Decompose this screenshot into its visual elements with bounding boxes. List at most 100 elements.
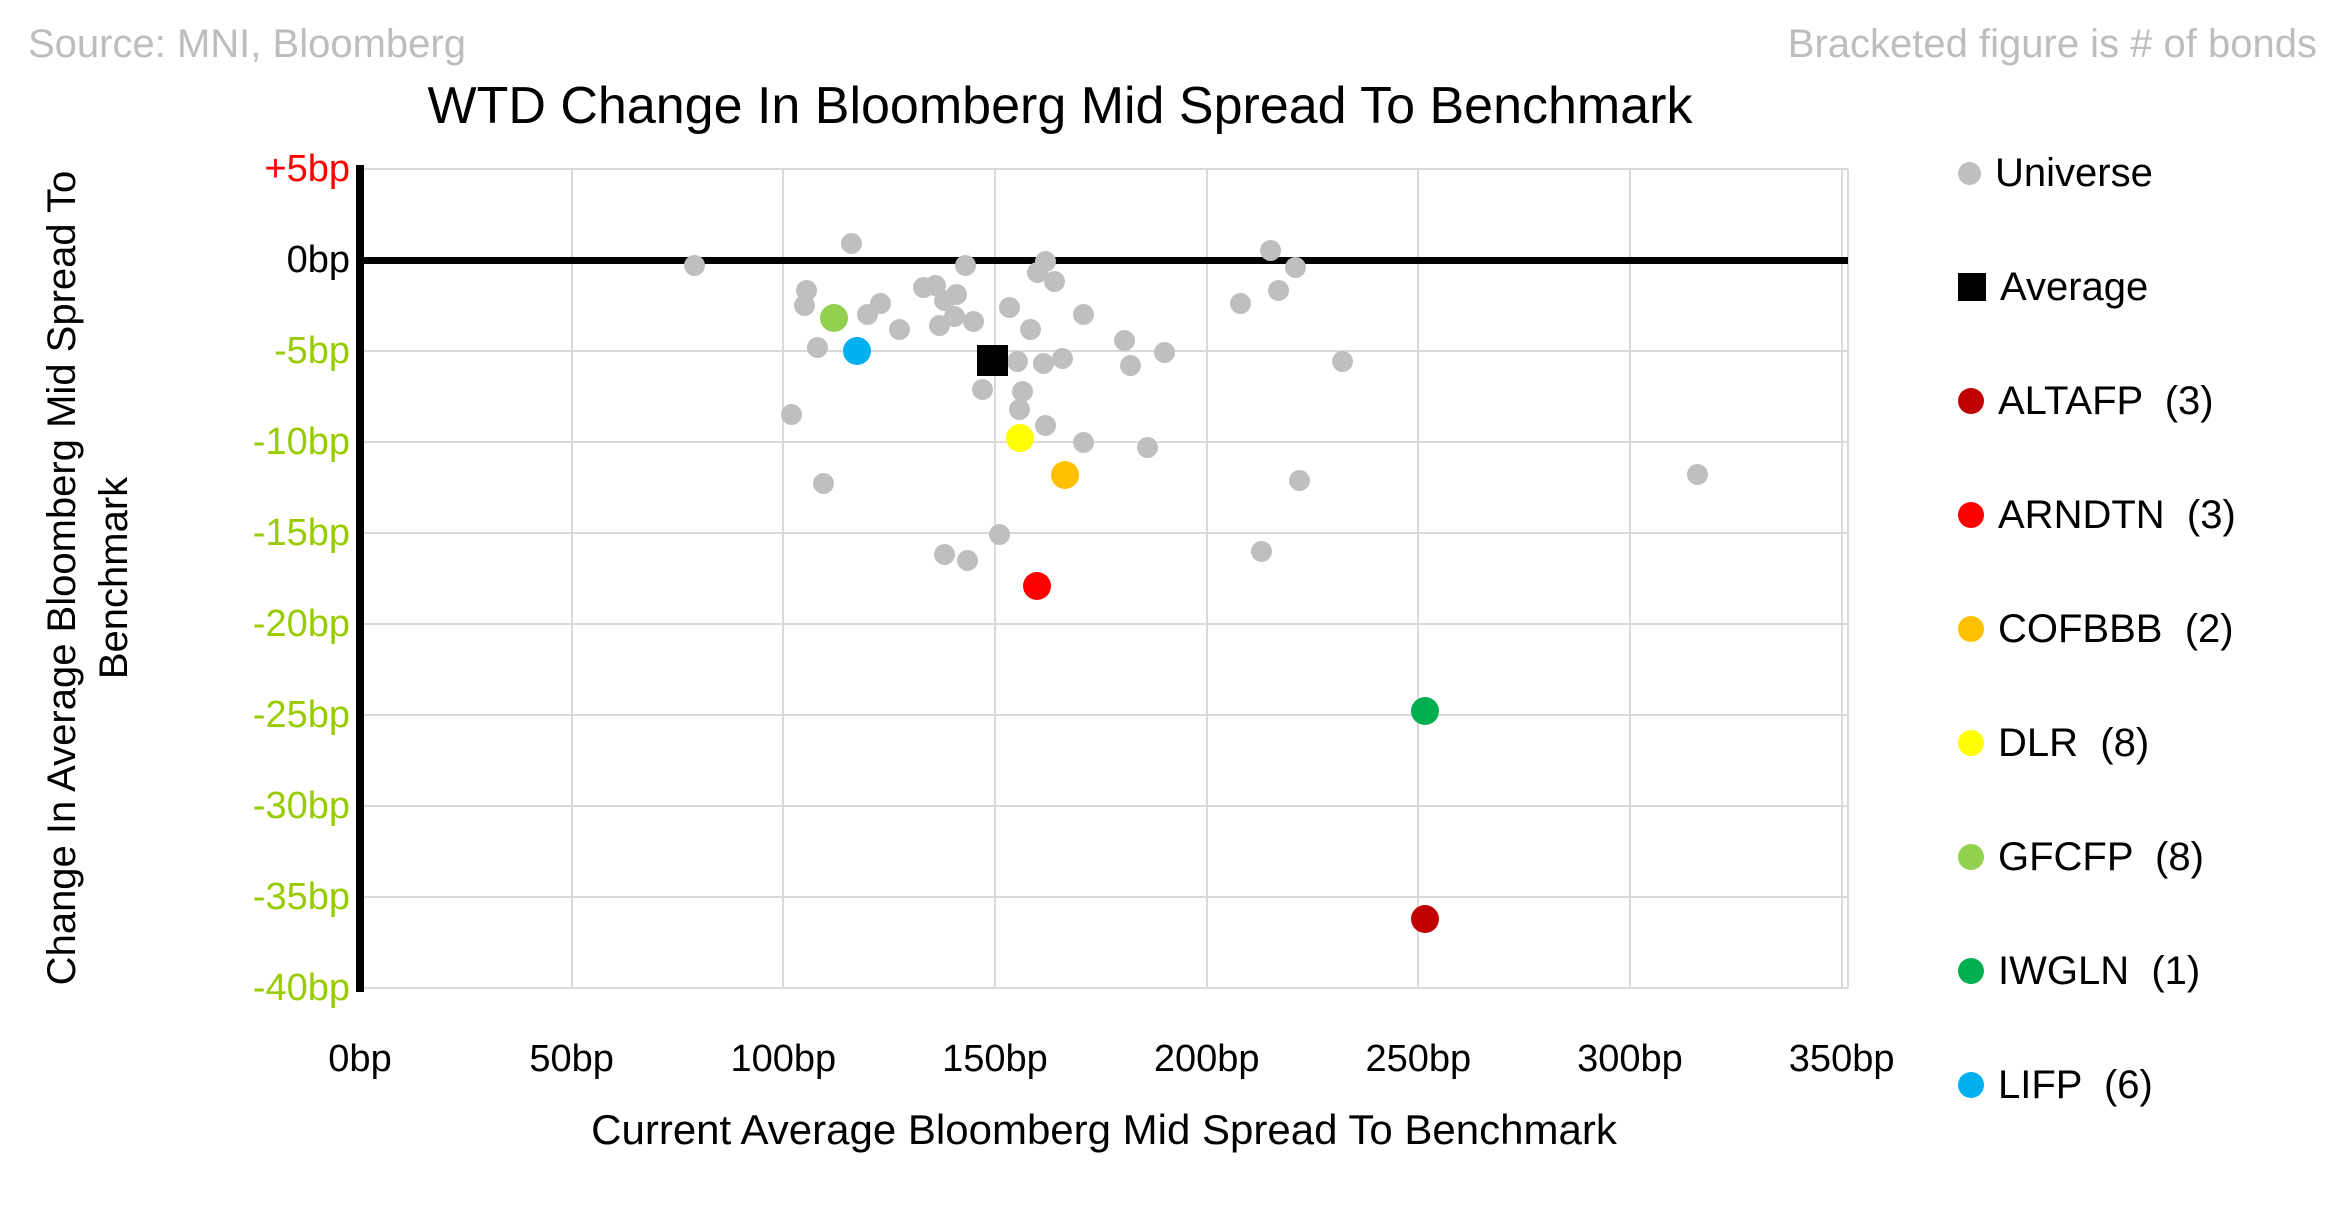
legend-item-lifp: LIFP (6) [1958, 1062, 2236, 1108]
scatter-point-universe [793, 295, 815, 316]
scatter-point-universe [1119, 355, 1141, 377]
scatter-point-universe [1136, 436, 1158, 458]
legend-item-universe: Universe [1958, 150, 2236, 196]
horizontal-gridline [360, 896, 1848, 898]
scatter-point-universe [1285, 256, 1307, 278]
y-axis-title-line2: Benchmark [92, 476, 136, 680]
y-tick-label: -15bp [252, 512, 350, 554]
vertical-gridline [1205, 169, 1208, 988]
scatter-point-universe [1035, 415, 1057, 437]
zero-line [356, 256, 1848, 264]
legend-item-cofbbb: COFBBB (2) [1958, 606, 2236, 652]
horizontal-gridline [360, 987, 1848, 989]
scatter-point-universe [806, 336, 828, 358]
horizontal-gridline [360, 350, 1848, 352]
scatter-point-universe [954, 254, 976, 276]
legend-marker-cofbbb-dot-icon [1958, 616, 1984, 642]
y-tick-label: -10bp [252, 421, 350, 463]
scatter-point-dlr [1006, 424, 1035, 453]
scatter-point-universe [1687, 464, 1709, 486]
horizontal-gridline [360, 441, 1848, 443]
y-axis-line [356, 165, 364, 992]
x-tick-label: 250bp [1365, 1038, 1472, 1080]
scatter-point-universe [1268, 280, 1290, 302]
legend-label: IWGLN (1) [1998, 948, 2201, 993]
scatter-point-gfcfp [820, 304, 849, 333]
legend-marker-altafp-dot-icon [1958, 388, 1984, 414]
y-axis-title-line1: Change In Average Bloomberg Mid Spread T… [40, 170, 84, 986]
scatter-point-universe [781, 404, 803, 426]
scatter-point-universe [1259, 240, 1281, 262]
bracket-note-text: Bracketed figure is # of bonds [1787, 22, 2317, 66]
scatter-point-universe [1331, 351, 1353, 373]
scatter-point-universe [1251, 540, 1273, 562]
horizontal-gridline [360, 714, 1848, 716]
vertical-gridline [782, 169, 785, 988]
scatter-point-universe [1009, 398, 1031, 420]
scatter-point-universe [1007, 351, 1029, 373]
scatter-point-universe [840, 233, 862, 255]
scatter-point-universe [1289, 469, 1311, 491]
scatter-point-universe [1073, 304, 1095, 326]
source-text: Source: MNI, Bloomberg [28, 22, 466, 66]
y-tick-label: -20bp [252, 603, 350, 645]
x-tick-label: 150bp [942, 1038, 1048, 1080]
scatter-point-universe [1113, 329, 1135, 351]
scatter-point-average [977, 344, 1009, 376]
x-tick-label: 300bp [1577, 1038, 1683, 1080]
x-axis-title: Current Average Bloomberg Mid Spread To … [591, 1106, 1617, 1153]
legend-item-dlr: DLR (8) [1958, 720, 2236, 766]
legend-marker-arndtn-dot-icon [1958, 502, 1984, 528]
vertical-gridline [1628, 169, 1631, 988]
scatter-point-universe [813, 473, 835, 495]
legend-marker-gfcfp-dot-icon [1958, 844, 1984, 870]
y-axis-title: Change In Average Bloomberg Mid Spread T… [36, 126, 140, 1030]
vertical-gridline [993, 169, 996, 988]
legend-label: ALTAFP (3) [1998, 378, 2214, 423]
vertical-gridline [1417, 169, 1420, 988]
legend-item-iwgln: IWGLN (1) [1958, 948, 2236, 994]
scatter-point-universe [946, 284, 968, 306]
legend-marker-universe-dot-icon [1958, 161, 1981, 185]
legend-marker-iwgln-dot-icon [1958, 958, 1984, 984]
y-tick-label: -30bp [252, 785, 350, 827]
y-tick-label: 0bp [286, 239, 350, 281]
scatter-point-universe [683, 254, 705, 276]
legend-marker-dlr-dot-icon [1958, 730, 1984, 756]
y-tick-label: -35bp [252, 876, 350, 918]
y-tick-label: -40bp [252, 967, 350, 1009]
legend-label: Universe [1995, 150, 2153, 195]
scatter-point-cofbbb [1050, 460, 1079, 489]
horizontal-gridline [360, 623, 1848, 625]
scatter-point-lifp [843, 337, 872, 365]
scatter-point-universe [1020, 318, 1042, 340]
x-tick-label: 100bp [730, 1038, 837, 1080]
y-tick-label: -5bp [273, 330, 350, 372]
legend-item-gfcfp: GFCFP (8) [1958, 834, 2236, 880]
horizontal-gridline [360, 805, 1848, 807]
legend-label: GFCFP (8) [1998, 834, 2204, 879]
scatter-point-universe [988, 524, 1010, 546]
vertical-gridline [570, 169, 573, 988]
y-tick-label: +5bp [264, 148, 350, 190]
legend-label: DLR (8) [1998, 720, 2150, 765]
horizontal-gridline [360, 532, 1848, 534]
legend-item-altafp: ALTAFP (3) [1958, 378, 2236, 424]
scatter-point-universe [1033, 353, 1055, 375]
scatter-point-universe [999, 296, 1021, 318]
scatter-point-universe [1052, 347, 1074, 369]
scatter-point-universe [963, 311, 985, 333]
vertical-gridline [1840, 169, 1843, 988]
x-tick-label: 350bp [1788, 1038, 1895, 1080]
x-tick-label: 50bp [529, 1038, 614, 1080]
scatter-point-universe [1043, 271, 1065, 293]
scatter-point-universe [889, 318, 911, 340]
scatter-point-arndtn [1023, 571, 1052, 600]
plot-right-border [1847, 169, 1849, 988]
legend-marker-lifp-dot-icon [1958, 1072, 1984, 1098]
legend-item-average: Average [1958, 264, 2236, 310]
legend: Universe Average ALTAFP (3) ARNDTN (3) COFBB… [1958, 150, 2236, 1108]
scatter-point-universe [1230, 293, 1252, 315]
